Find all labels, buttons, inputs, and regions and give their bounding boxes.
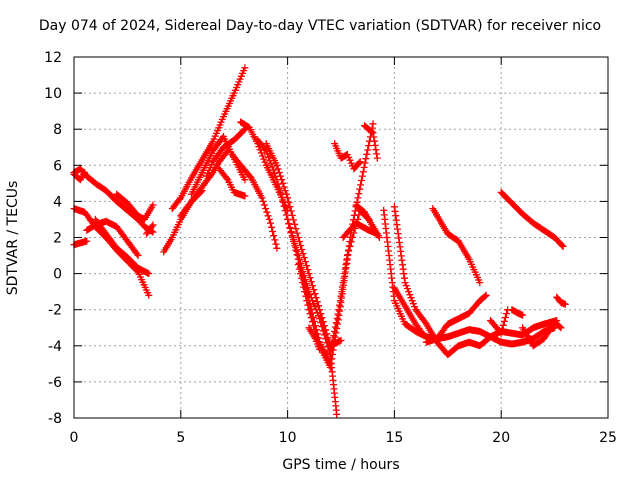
x-tick-label: 5 [176, 430, 185, 446]
data-markers [91, 215, 153, 278]
data-markers [487, 306, 512, 337]
data-markers [70, 237, 91, 249]
series-arc-35 [553, 293, 569, 308]
series-arc-8 [143, 221, 157, 238]
data-markers [294, 120, 377, 371]
y-tick-label: 2 [53, 231, 62, 247]
series-arc-7 [113, 190, 157, 223]
series-arc-6 [91, 215, 153, 278]
y-tick-label: -2 [48, 303, 62, 319]
data-markers [113, 190, 157, 223]
data-markers [497, 188, 567, 250]
chart-title: Day 074 of 2024, Sidereal Day-to-day VTE… [38, 18, 602, 34]
y-tick-label: -8 [48, 411, 62, 427]
series-arc-30 [422, 291, 490, 346]
series-arc-32 [487, 306, 512, 337]
x-axis-label: GPS time / hours [282, 457, 400, 473]
data-markers [429, 205, 484, 287]
series-arc-31 [429, 205, 484, 287]
data-markers [305, 324, 324, 353]
series-arc-20 [294, 120, 377, 371]
data-markers [553, 293, 569, 308]
series-arc-24 [361, 122, 381, 162]
data-markers [422, 291, 490, 346]
data-markers [215, 165, 249, 200]
y-tick-label: 12 [44, 50, 62, 66]
x-tick-label: 20 [492, 430, 510, 446]
series-arc-14 [215, 165, 249, 200]
series-arc-26 [339, 219, 381, 241]
data-markers [228, 151, 281, 252]
series-arc-10 [168, 64, 249, 213]
series-arc-36 [508, 306, 527, 319]
series-arc-4 [70, 237, 91, 249]
y-tick-label: 6 [53, 158, 62, 174]
y-tick-label: 8 [53, 122, 62, 138]
x-tick-label: 0 [70, 430, 79, 446]
data-markers [519, 318, 565, 350]
series-arc-33 [497, 188, 567, 250]
data-markers [390, 284, 426, 337]
y-tick-label: -6 [48, 375, 62, 391]
series-arc-34 [519, 318, 565, 350]
series-arc-29 [390, 284, 426, 337]
data-markers [143, 221, 157, 238]
series-arc-23 [331, 140, 364, 173]
x-tick-label: 10 [279, 430, 297, 446]
series-arc-21 [305, 324, 324, 353]
data-markers [331, 140, 364, 173]
data-markers [508, 306, 527, 319]
series-arc-11 [177, 147, 232, 220]
data-markers [168, 64, 249, 213]
data-markers [361, 122, 381, 162]
data-markers [177, 147, 232, 220]
data-points [70, 64, 569, 418]
x-tick-label: 15 [385, 430, 403, 446]
y-tick-label: -4 [48, 339, 62, 355]
x-tick-label: 25 [599, 430, 617, 446]
series-arc-15 [228, 151, 281, 252]
y-tick-label: 4 [53, 194, 62, 210]
y-tick-label: 0 [53, 267, 62, 283]
series-arc-13 [202, 125, 249, 180]
data-markers [339, 219, 381, 241]
y-tick-label: 10 [44, 86, 62, 102]
axis-ticks: 0 5 10 15 20 25 -8 -6 -4 -2 0 2 4 6 8 10 12 [44, 50, 617, 446]
data-markers [202, 125, 249, 180]
